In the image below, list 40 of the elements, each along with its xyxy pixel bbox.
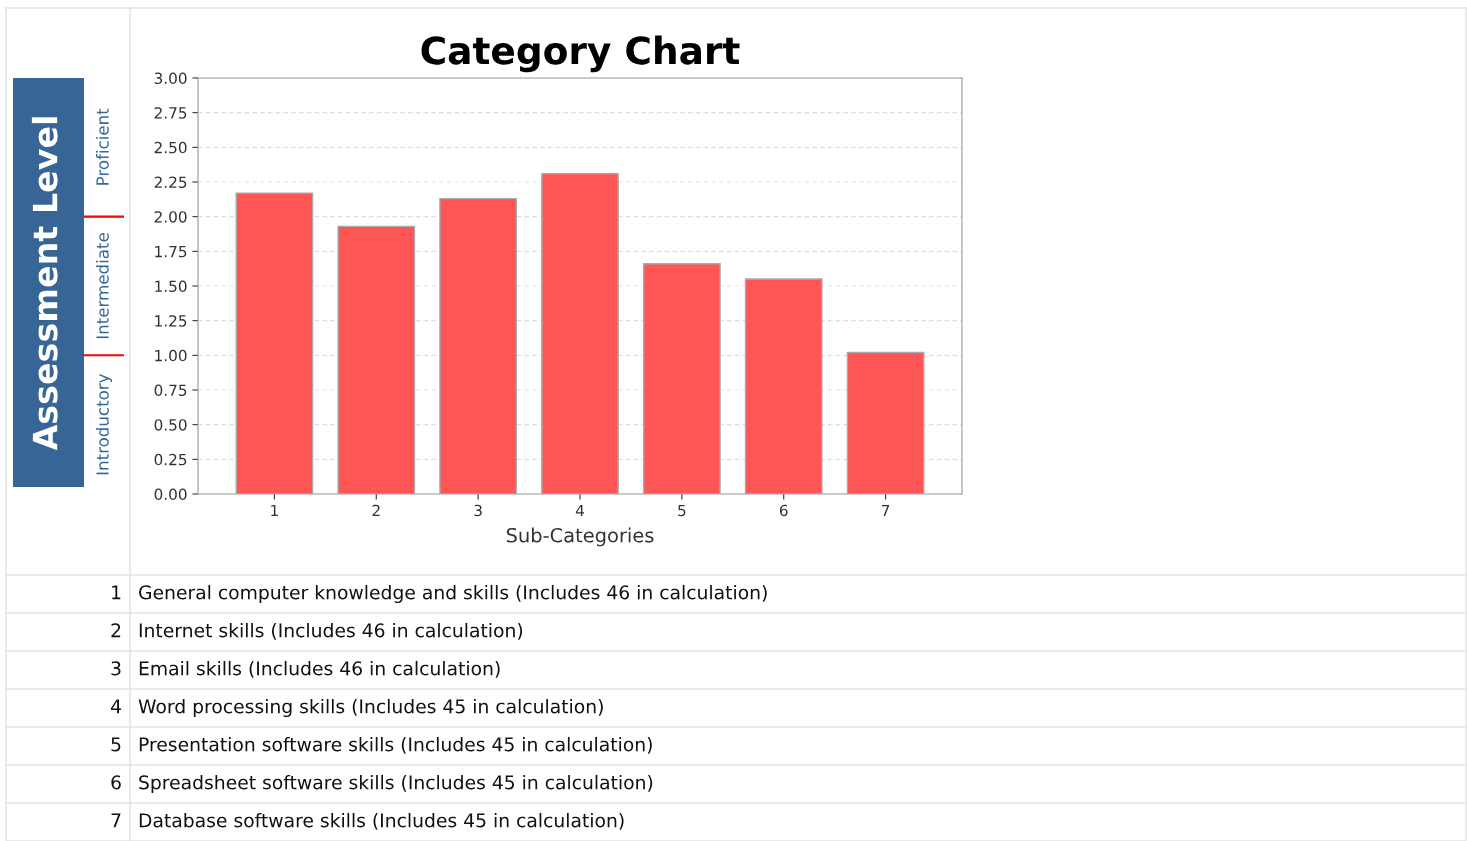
y-tick-label: 0.75: [154, 384, 187, 397]
x-tick-label: 5: [678, 504, 686, 517]
text: Word processing skills (Includes 45 in calculation): [138, 698, 603, 718]
y-tick-label: 2.00: [154, 211, 187, 223]
y-tick-label: 2.50: [154, 141, 187, 154]
category-label: 3: [111, 661, 121, 676]
text: Proficient: [95, 108, 109, 185]
category-label: 7: [111, 813, 121, 828]
y-tick-label: 0.00: [154, 488, 187, 501]
y-tick-label: 2.75: [154, 107, 187, 119]
y-tick-label: 1.25: [155, 315, 187, 327]
category-label: 5: [111, 737, 121, 752]
x-tick-label: 7: [881, 504, 890, 517]
category-label: 6: [111, 775, 121, 790]
text: Presentation software skills (Includes 45 in calculation): [139, 736, 652, 754]
text: Email skills (Includes 46 in calculation): [139, 660, 500, 678]
x-axis-title: Sub-Categories: [506, 527, 654, 547]
y-axis-title: Assessment Level: [31, 117, 58, 451]
text: Spreadsheet software skills (Includes 45 in calculation): [139, 774, 653, 794]
x-tick-label: 4: [575, 504, 584, 517]
category-label: 1: [112, 585, 121, 600]
y-tick-label: 1.50: [155, 280, 187, 293]
x-tick-label: 6: [779, 504, 788, 517]
category-label: 4: [110, 699, 121, 714]
text: Intermediate: [95, 233, 109, 339]
text: Introductory: [95, 373, 113, 475]
x-tick-label: 1: [271, 504, 278, 517]
text: Internet skills (Includes 46 in calculation): [139, 622, 523, 640]
text: General computer knowledge and skills (Includes 46 in calculation): [139, 584, 767, 604]
y-tick-label: 0.25: [154, 453, 187, 466]
y-tick-label: 0.50: [154, 419, 187, 431]
text: Database software skills (Includes 45 in calculation): [139, 812, 624, 830]
x-tick-label: 3: [474, 504, 482, 517]
y-tick-label: 1.75: [155, 246, 187, 258]
y-tick-label: 2.25: [154, 176, 187, 189]
y-tick-label: 3.00: [154, 72, 187, 85]
chart-title: Category Chart: [421, 35, 740, 73]
category-label: 2: [111, 623, 121, 638]
y-tick-label: 1.00: [155, 349, 187, 362]
x-tick-label: 2: [372, 504, 380, 517]
